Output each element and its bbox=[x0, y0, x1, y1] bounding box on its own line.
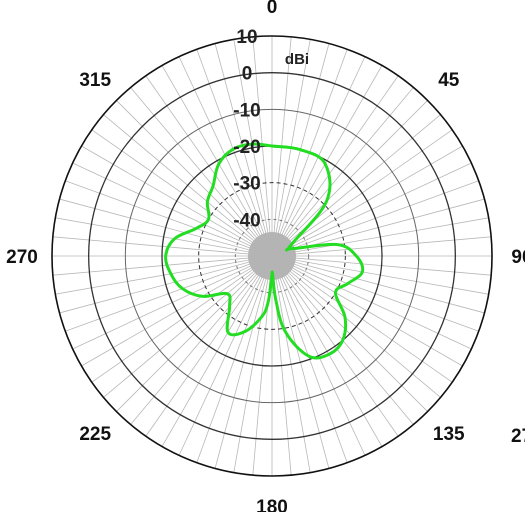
grid-spoke bbox=[91, 265, 258, 383]
grid-spoke bbox=[285, 267, 441, 398]
grid-spoke bbox=[214, 43, 268, 239]
grid-spoke bbox=[288, 261, 479, 332]
grid-spoke bbox=[233, 39, 270, 239]
angle-tick-label: 225 bbox=[79, 424, 111, 445]
grid-spoke bbox=[130, 269, 261, 425]
grid-spoke bbox=[288, 162, 472, 249]
grid-spoke bbox=[284, 268, 428, 412]
series-line bbox=[164, 142, 365, 360]
grid-ring bbox=[88, 72, 456, 440]
grid-spoke bbox=[279, 272, 366, 456]
grid-spoke bbox=[252, 36, 271, 239]
grid-spoke bbox=[161, 65, 264, 241]
grid-spoke bbox=[52, 236, 255, 255]
grid-spoke bbox=[196, 272, 267, 463]
grid-spoke bbox=[178, 56, 265, 240]
radial-tick-labels: 10 0 -10 -20 -30 -40 bbox=[233, 27, 260, 231]
angle-tick-label: 45 bbox=[438, 70, 460, 91]
grid-spoke bbox=[287, 145, 463, 248]
grid-ring bbox=[124, 108, 420, 404]
grid-spoke bbox=[59, 198, 255, 252]
grid-spoke bbox=[65, 180, 256, 251]
grid-spoke bbox=[289, 236, 492, 255]
radial-tick-label: 0 bbox=[242, 64, 253, 85]
grid-ring bbox=[198, 182, 346, 330]
grid-spoke bbox=[289, 257, 492, 276]
grid-spoke bbox=[116, 100, 260, 244]
angle-tick-label: 90 bbox=[511, 247, 525, 268]
grid-spoke bbox=[72, 162, 256, 249]
grid-spoke bbox=[289, 258, 489, 295]
grid-spoke bbox=[284, 100, 428, 244]
grid-spoke bbox=[274, 273, 311, 473]
grid-spoke bbox=[286, 129, 453, 247]
grid-spoke bbox=[145, 75, 263, 242]
radial-tick-label: -10 bbox=[233, 100, 260, 121]
angle-tick-label: 180 bbox=[256, 497, 288, 512]
grid-spoke bbox=[281, 75, 399, 242]
angle-tick-label: 0 bbox=[267, 0, 278, 18]
grid-spoke bbox=[283, 269, 414, 425]
grid-spoke bbox=[81, 264, 257, 367]
radial-tick-label: 10 bbox=[236, 27, 257, 48]
grid-spoke bbox=[281, 270, 399, 437]
grid-spoke bbox=[178, 272, 265, 456]
grid-spoke bbox=[145, 270, 263, 437]
grid-spoke bbox=[65, 261, 256, 332]
radial-tick-label: -20 bbox=[233, 137, 260, 158]
angle-tick-label: 270 bbox=[6, 247, 38, 268]
radial-tick-label: -30 bbox=[233, 174, 260, 195]
grid-spoke bbox=[276, 43, 330, 239]
grid-spoke bbox=[81, 145, 257, 248]
grid-spoke bbox=[130, 87, 261, 243]
series-layer bbox=[164, 142, 365, 360]
edge-fragment-label: 27 bbox=[511, 426, 525, 447]
grid-spoke bbox=[103, 114, 259, 245]
unit-label: dBi bbox=[285, 51, 309, 68]
angle-tick-label: 315 bbox=[79, 70, 111, 91]
grid-spoke bbox=[276, 273, 330, 469]
grid-spoke bbox=[289, 260, 485, 314]
center-blob bbox=[248, 232, 296, 280]
grid-spoke bbox=[283, 87, 414, 243]
grid-spoke bbox=[72, 263, 256, 350]
grid-spoke bbox=[55, 217, 255, 254]
angle-tick-labels: 04590135180225270315 bbox=[6, 0, 525, 512]
grid-spoke bbox=[55, 258, 255, 295]
grid-spoke bbox=[273, 36, 292, 239]
center-dense-area bbox=[248, 232, 296, 280]
grid-spoke bbox=[274, 39, 311, 239]
grid-spoke bbox=[103, 267, 259, 398]
grid-spoke bbox=[52, 257, 255, 276]
grid-spoke bbox=[233, 273, 270, 473]
grid-spoke bbox=[280, 271, 383, 447]
radial-tick-label: -40 bbox=[233, 210, 260, 231]
grid-spoke bbox=[91, 129, 258, 247]
grid-spoke bbox=[287, 264, 463, 367]
grid-spoke bbox=[289, 217, 489, 254]
grid-spoke bbox=[288, 180, 479, 251]
grid-spoke bbox=[286, 265, 453, 383]
grid-spoke bbox=[280, 65, 383, 241]
grid-ring bbox=[234, 218, 310, 294]
grid-spoke bbox=[161, 271, 264, 447]
grid-spoke bbox=[196, 49, 267, 240]
angular-grid-lines bbox=[52, 36, 492, 476]
grid-spoke bbox=[288, 263, 472, 350]
grid-spoke bbox=[279, 56, 366, 240]
grid-spoke bbox=[214, 273, 268, 469]
grid-ring bbox=[51, 35, 493, 477]
grid-spoke bbox=[289, 198, 485, 252]
grid-spoke bbox=[116, 268, 260, 412]
grid-spoke bbox=[59, 260, 255, 314]
angle-tick-label: 135 bbox=[433, 424, 465, 445]
grid-spoke bbox=[277, 272, 348, 463]
grid-spoke bbox=[277, 49, 348, 240]
